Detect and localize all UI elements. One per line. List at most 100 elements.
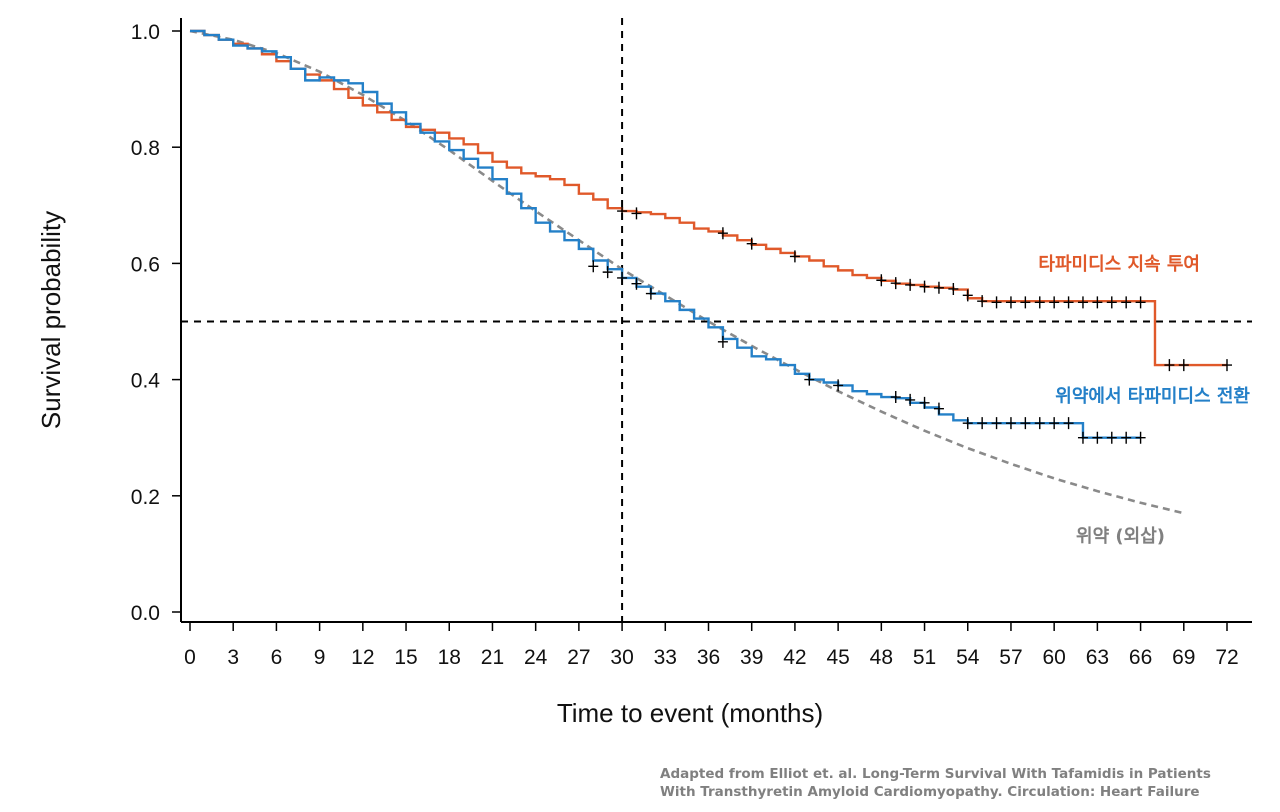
x-tick-label: 42: [783, 646, 806, 669]
censor-mark: [933, 402, 944, 415]
censor-mark: [1020, 296, 1031, 309]
y-tick-label: 1.0: [131, 21, 160, 44]
series-layer: [189, 29, 1227, 515]
y-tick-label: 0.8: [131, 137, 160, 160]
y-tick-label: 0.2: [131, 486, 160, 509]
x-tick-label: 3: [227, 646, 239, 669]
censor-mark: [617, 205, 628, 218]
x-tick-label: 36: [697, 646, 720, 669]
series-label-switch: 위약에서 타파미디스 전환: [1055, 385, 1250, 407]
reference-lines: [181, 18, 1252, 622]
censor-mark: [1063, 417, 1074, 430]
censor-mark: [1106, 296, 1117, 309]
censor-mark: [1121, 431, 1132, 444]
placebo-extrapolated-curve: [189, 29, 1185, 515]
credit-line-2: With Transthyretin Amyloid Cardiomyopath…: [660, 784, 1200, 800]
censor-mark: [717, 227, 728, 240]
tafamidis-curve: [190, 29, 1227, 367]
censor-mark: [1049, 296, 1060, 309]
censor-mark: [933, 281, 944, 294]
y-axis-title: Survival probability: [36, 211, 66, 429]
censor-mark: [1077, 431, 1088, 444]
censor-mark: [1005, 417, 1016, 430]
censor-marks: [588, 205, 1232, 444]
censor-mark: [962, 417, 973, 430]
censor-mark: [746, 237, 757, 250]
censor-mark: [905, 278, 916, 291]
x-tick-label: 27: [567, 646, 590, 669]
censor-mark: [717, 335, 728, 348]
x-tick-label: 33: [654, 646, 677, 669]
x-tick-label: 0: [184, 646, 196, 669]
x-tick-label: 39: [740, 646, 763, 669]
axes: [180, 18, 1252, 623]
censor-mark: [1092, 296, 1103, 309]
censor-mark: [1222, 359, 1232, 372]
x-tick-label: 69: [1172, 646, 1195, 669]
censor-mark: [1034, 296, 1045, 309]
censor-mark: [890, 277, 901, 290]
censor-mark: [977, 295, 988, 308]
censor-mark: [1164, 359, 1175, 372]
censor-mark: [1178, 359, 1189, 372]
censor-mark: [588, 260, 599, 273]
credit-line-1: Adapted from Elliot et. al. Long-Term Su…: [660, 766, 1211, 782]
series-label-placebo-extrapolated: 위약 (외삽): [1076, 525, 1165, 547]
x-tick-label: 66: [1129, 646, 1152, 669]
censor-mark: [1020, 417, 1031, 430]
censor-mark: [617, 271, 628, 284]
x-tick-label: 63: [1086, 646, 1109, 669]
censor-mark: [631, 277, 642, 290]
censor-mark: [804, 373, 815, 386]
x-tick-label: 60: [1042, 646, 1065, 669]
y-tick-label: 0.6: [131, 253, 160, 276]
censor-mark: [919, 396, 930, 409]
censor-mark: [631, 207, 642, 220]
censor-mark: [905, 393, 916, 406]
censor-mark: [1106, 431, 1117, 444]
y-tick-label: 0.4: [131, 370, 161, 393]
x-tick-label: 24: [524, 646, 548, 669]
censor-mark: [1135, 296, 1146, 309]
censor-mark: [1135, 431, 1146, 444]
x-tick-label: 9: [314, 646, 326, 669]
censor-mark: [876, 274, 887, 287]
x-tick-label: 6: [271, 646, 283, 669]
censor-mark: [1034, 417, 1045, 430]
censor-mark: [919, 280, 930, 293]
censor-mark: [1121, 296, 1132, 309]
y-tick-label: 0.0: [131, 602, 160, 625]
x-tick-label: 21: [481, 646, 504, 669]
censor-mark: [890, 391, 901, 404]
x-tick-label: 45: [826, 646, 849, 669]
x-tick-label: 54: [956, 646, 980, 669]
switch-curve: [190, 29, 1141, 439]
censor-mark: [991, 296, 1002, 309]
x-tick-label: 30: [610, 646, 633, 669]
censor-mark: [1049, 417, 1060, 430]
x-tick-label: 51: [913, 646, 936, 669]
censor-mark: [1092, 431, 1103, 444]
censor-mark: [645, 287, 656, 300]
censor-mark: [1063, 296, 1074, 309]
x-axis-title: Time to event (months): [557, 698, 823, 728]
censor-mark: [1005, 296, 1016, 309]
x-tick-label: 57: [999, 646, 1022, 669]
source-credit: Adapted from Elliot et. al. Long-Term Su…: [660, 765, 1260, 801]
series-label-tafamidis: 타파미디스 지속 투여: [1038, 254, 1200, 275]
censor-mark: [833, 379, 844, 392]
censor-mark: [991, 417, 1002, 430]
tick-labels: 0 3 6 9 12 15 18 21 24 27 30 33 36 39 42 45 48 51 54 57 60 63…: [131, 21, 1239, 669]
censor-mark: [977, 417, 988, 430]
censor-mark: [1077, 296, 1088, 309]
censor-mark: [602, 266, 613, 279]
censor-mark: [962, 289, 973, 302]
censor-mark: [948, 282, 959, 295]
x-tick-label: 72: [1215, 646, 1238, 669]
x-tick-label: 18: [438, 646, 461, 669]
x-tick-label: 15: [394, 646, 417, 669]
x-tick-label: 12: [351, 646, 374, 669]
x-tick-label: 48: [870, 646, 893, 669]
censor-mark: [789, 250, 800, 263]
